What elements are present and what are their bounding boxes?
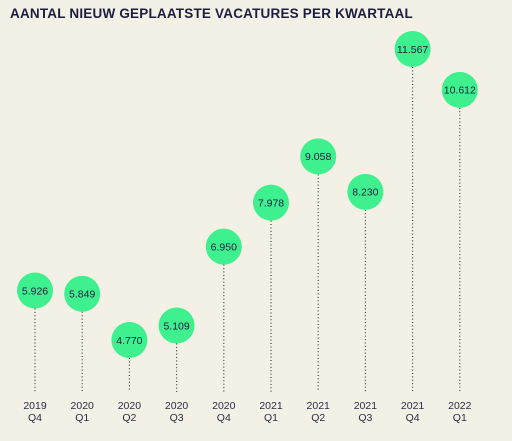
tick-label-quarter: Q3 xyxy=(358,412,372,424)
tick-label-quarter: Q1 xyxy=(453,412,467,424)
data-point xyxy=(441,71,478,108)
data-point xyxy=(347,173,384,210)
bubbles-layer: 5.926 5.849 4.770 5.109 6.950 7.978 9.058 8.230… xyxy=(17,31,478,358)
tick-label-year: 2020 xyxy=(71,400,95,412)
tick-label-year: 2021 xyxy=(401,400,425,412)
tick-label-quarter: Q1 xyxy=(75,412,89,424)
chart-title: AANTAL NIEUW GEPLAATSTE VACATURES PER KW… xyxy=(10,6,413,21)
data-label: 8.230 xyxy=(352,187,378,199)
data-point xyxy=(300,138,337,175)
tick-label-year: 2021 xyxy=(259,400,283,412)
tick-label-year: 2022 xyxy=(448,400,472,412)
data-label: 4.770 xyxy=(116,335,142,347)
data-point xyxy=(205,228,242,265)
x-axis-ticks: 2019Q42020Q12020Q22020Q32020Q42021Q12021… xyxy=(23,400,471,424)
data-point xyxy=(394,31,431,67)
data-label: 7.978 xyxy=(258,197,284,209)
data-point xyxy=(158,307,195,344)
tick-label-quarter: Q4 xyxy=(406,412,420,424)
tick-label-year: 2020 xyxy=(165,400,189,412)
tick-label-year: 2020 xyxy=(118,400,142,412)
tick-label-year: 2020 xyxy=(212,400,236,412)
tick-label-quarter: Q4 xyxy=(28,412,42,424)
tick-label-quarter: Q2 xyxy=(122,412,136,424)
data-label: 9.058 xyxy=(305,151,331,163)
data-label: 5.849 xyxy=(69,289,95,301)
data-label: 10.612 xyxy=(444,85,476,97)
tick-label-year: 2019 xyxy=(23,400,47,412)
data-point xyxy=(17,272,53,309)
tick-label-quarter: Q4 xyxy=(217,412,231,424)
data-point xyxy=(64,275,101,312)
tick-label-quarter: Q3 xyxy=(170,412,184,424)
stems-layer xyxy=(34,67,461,392)
data-point xyxy=(111,322,148,358)
tick-label-year: 2021 xyxy=(307,400,331,412)
data-label: 11.567 xyxy=(397,44,428,56)
data-point xyxy=(253,184,289,221)
data-label: 5.926 xyxy=(22,285,48,297)
tick-label-quarter: Q2 xyxy=(311,412,325,424)
tick-label-year: 2021 xyxy=(354,400,378,412)
data-label: 6.950 xyxy=(211,241,237,253)
tick-label-quarter: Q1 xyxy=(264,412,278,424)
data-label: 5.109 xyxy=(163,320,189,332)
